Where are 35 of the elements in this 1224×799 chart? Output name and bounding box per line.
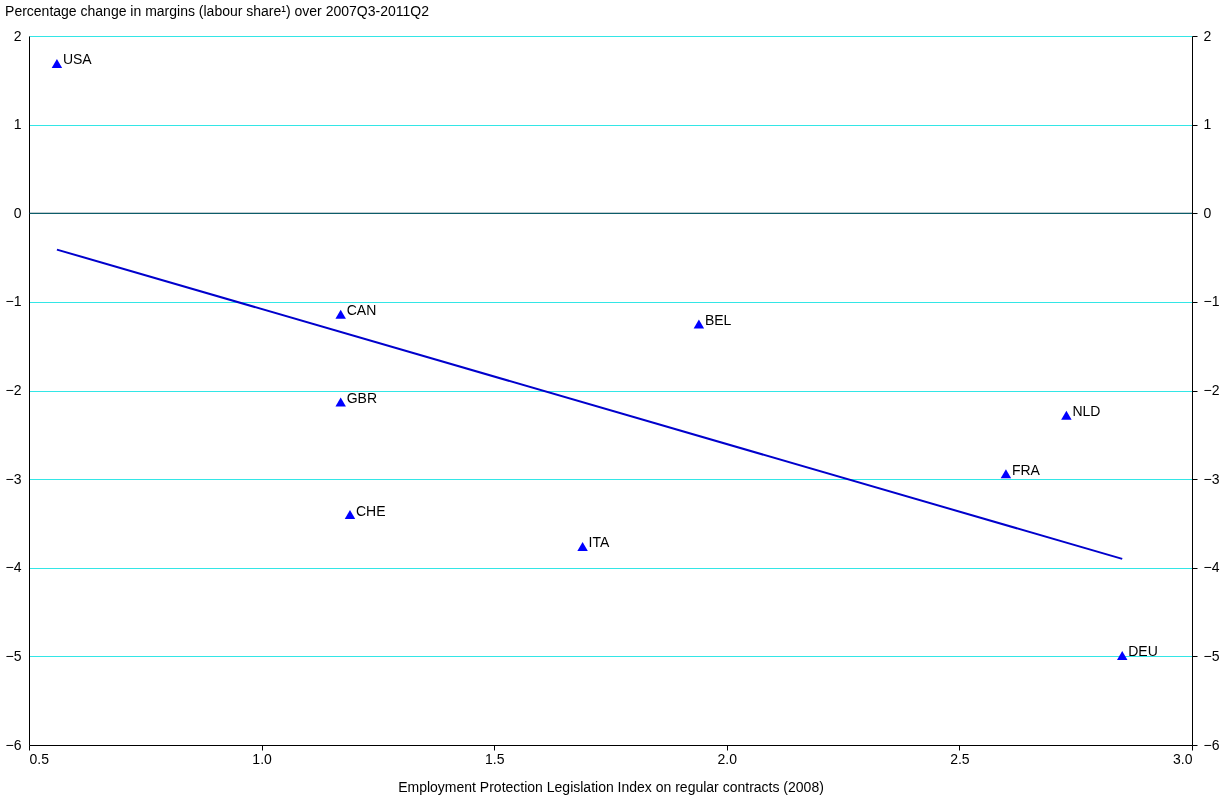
annotation: CAN [346,302,377,319]
y-axis-title: Percentage change in margins (labour share¹) over 2007Q3-2011Q2 [5,3,430,19]
y2-tick-label: 1 [1203,116,1212,133]
annotation: FRA [1011,461,1041,478]
y-tick-label: −4 [5,559,22,576]
y-tick-label: 1 [13,116,22,133]
annotation: GBR [346,390,378,407]
annotation: BEL [704,312,732,329]
y2-tick-label: −6 [1203,736,1220,753]
y-tick-label: −5 [5,647,22,664]
x-tick-label: 3.0 [1173,750,1193,767]
x-tick-label: 1.5 [484,750,505,767]
annotation: DEU [1128,643,1158,660]
annotation: ITA [588,534,610,551]
y2-tick-label: −3 [1203,470,1220,487]
annotation: CHE [355,502,386,519]
y-tick-label: −1 [5,293,22,310]
x-tick-label: 2.5 [950,750,970,767]
y2-tick-label: −1 [1203,293,1220,310]
y2-tick-label: 0 [1203,204,1212,221]
y-tick-label: 0 [13,204,22,221]
annotation: NLD [1072,403,1101,420]
y2-tick-label: −4 [1203,559,1220,576]
x-tick-label: 2.0 [717,750,738,767]
y-tick-label: −6 [5,736,22,753]
y-tick-label: 2 [13,27,22,44]
y-tick-label: −2 [5,382,22,398]
x-tick-label: 1.0 [252,750,273,767]
annotation: USA [62,51,93,68]
y2-tick-label: 2 [1203,27,1212,44]
y-tick-label: −3 [5,470,22,487]
x-axis-title: Employment Protection Legislation Index on regular contracts (2008) [398,778,824,795]
y2-tick-label: −2 [1203,382,1220,398]
x-tick-label: 0.5 [29,750,50,767]
y2-tick-label: −5 [1203,647,1220,664]
